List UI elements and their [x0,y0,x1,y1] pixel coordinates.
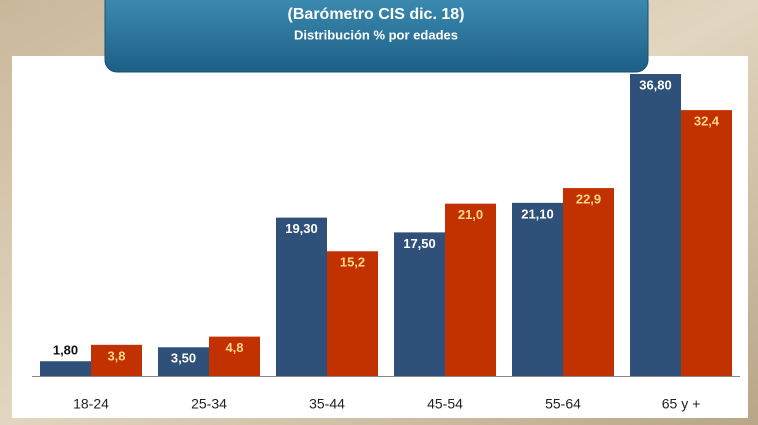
chart-title: (Barómetro CIS dic. 18) [288,6,465,23]
bar [209,336,260,376]
value-label: 19,30 [285,221,318,236]
value-label: 21,10 [521,206,554,221]
bar [681,110,732,376]
value-label: 15,2 [340,255,365,270]
value-label: 32,4 [694,114,720,129]
bar [512,202,563,376]
value-label: 21,0 [458,207,483,222]
bar [563,188,614,376]
value-label: 1,80 [53,343,78,358]
value-label: 17,50 [403,236,436,251]
bar [91,344,142,376]
x-tick-label: 18-24 [73,396,109,412]
bar [327,251,378,376]
value-label: 3,8 [107,348,125,363]
chart-subtitle: Distribución % por edades [294,27,458,42]
x-tick-label: 45-54 [427,396,463,412]
bar [158,347,209,376]
value-label: 4,8 [225,340,243,355]
title-box [104,0,649,73]
bar [276,217,327,376]
x-tick-label: 25-34 [191,396,227,412]
bar [40,361,91,376]
value-label: 3,50 [171,351,196,366]
bar [394,232,445,376]
value-label: 22,9 [576,192,601,207]
value-label: 36,80 [639,77,672,92]
bar [445,203,496,376]
x-tick-label: 55-64 [545,396,581,412]
bar [630,74,681,376]
x-tick-label: 65 y + [662,396,701,412]
x-tick-label: 35-44 [309,396,345,412]
